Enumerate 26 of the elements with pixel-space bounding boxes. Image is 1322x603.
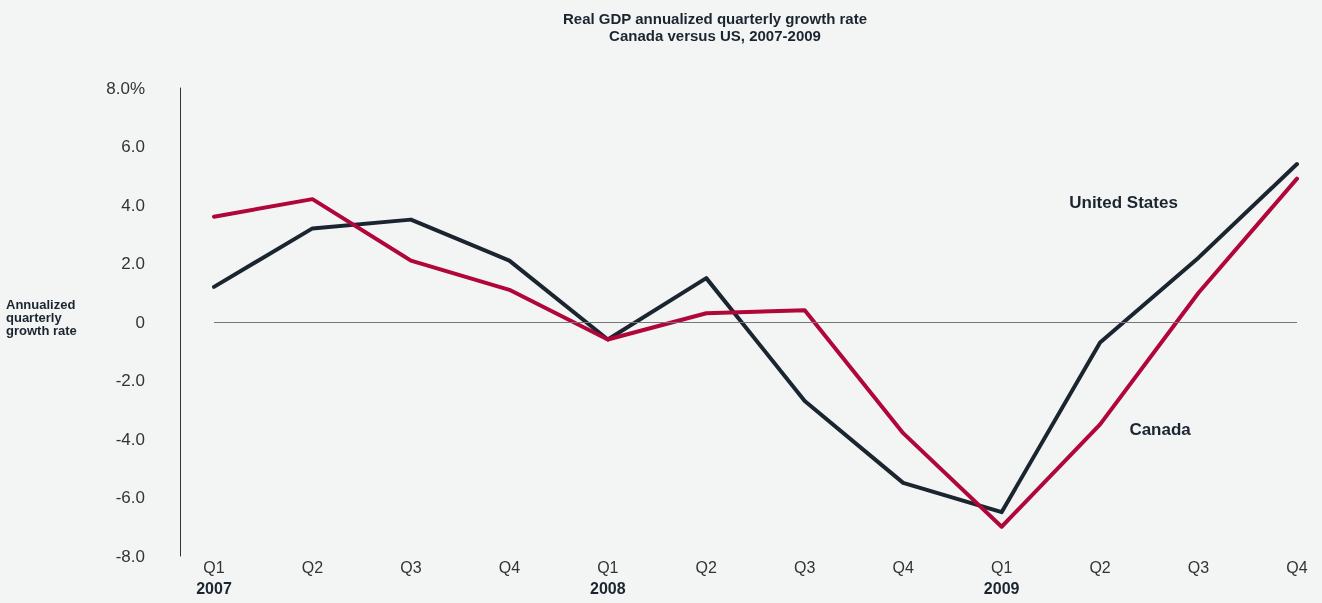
series-label: Canada — [1129, 419, 1192, 439]
x-tick-label: Q2 — [695, 558, 718, 576]
x-tick-label: Q2 — [301, 558, 324, 576]
chart-subtitle: Canada versus US, 2007-2009 — [609, 27, 821, 44]
x-tick-label: Q4 — [498, 558, 521, 576]
chart-title: Real GDP annualized quarterly growth rate — [563, 10, 867, 27]
x-tick-label: Q3 — [400, 558, 422, 576]
y-tick-label: -2.0 — [115, 371, 145, 390]
y-tick-label: 2.0 — [121, 254, 145, 273]
y-tick-label: 6.0 — [121, 137, 145, 156]
y-tick-label: -6.0 — [115, 488, 145, 507]
x-tick-label: Q4 — [892, 558, 914, 576]
x-tick-label: Q1 2007 — [196, 558, 232, 597]
x-tick-label: Q4 — [1286, 558, 1308, 576]
x-tick-label: Q3 — [1187, 558, 1210, 576]
x-tick-label: Q1 2009 — [983, 558, 1020, 597]
x-tick-label: Q1 2008 — [590, 558, 626, 597]
y-axis-title: Annualized quarterly growth rate — [6, 297, 79, 338]
x-tick-label: Q3 — [794, 558, 816, 576]
text: United States — [1069, 193, 1178, 213]
y-tick-label: -8.0 — [115, 546, 145, 566]
x-tick-label: Q2 — [1089, 558, 1111, 576]
y-tick-label: 0 — [135, 312, 145, 332]
y-tick-label: -4.0 — [115, 429, 145, 449]
y-tick-label: 4.0 — [121, 195, 145, 215]
y-tick-label: 8.0% — [106, 78, 145, 98]
